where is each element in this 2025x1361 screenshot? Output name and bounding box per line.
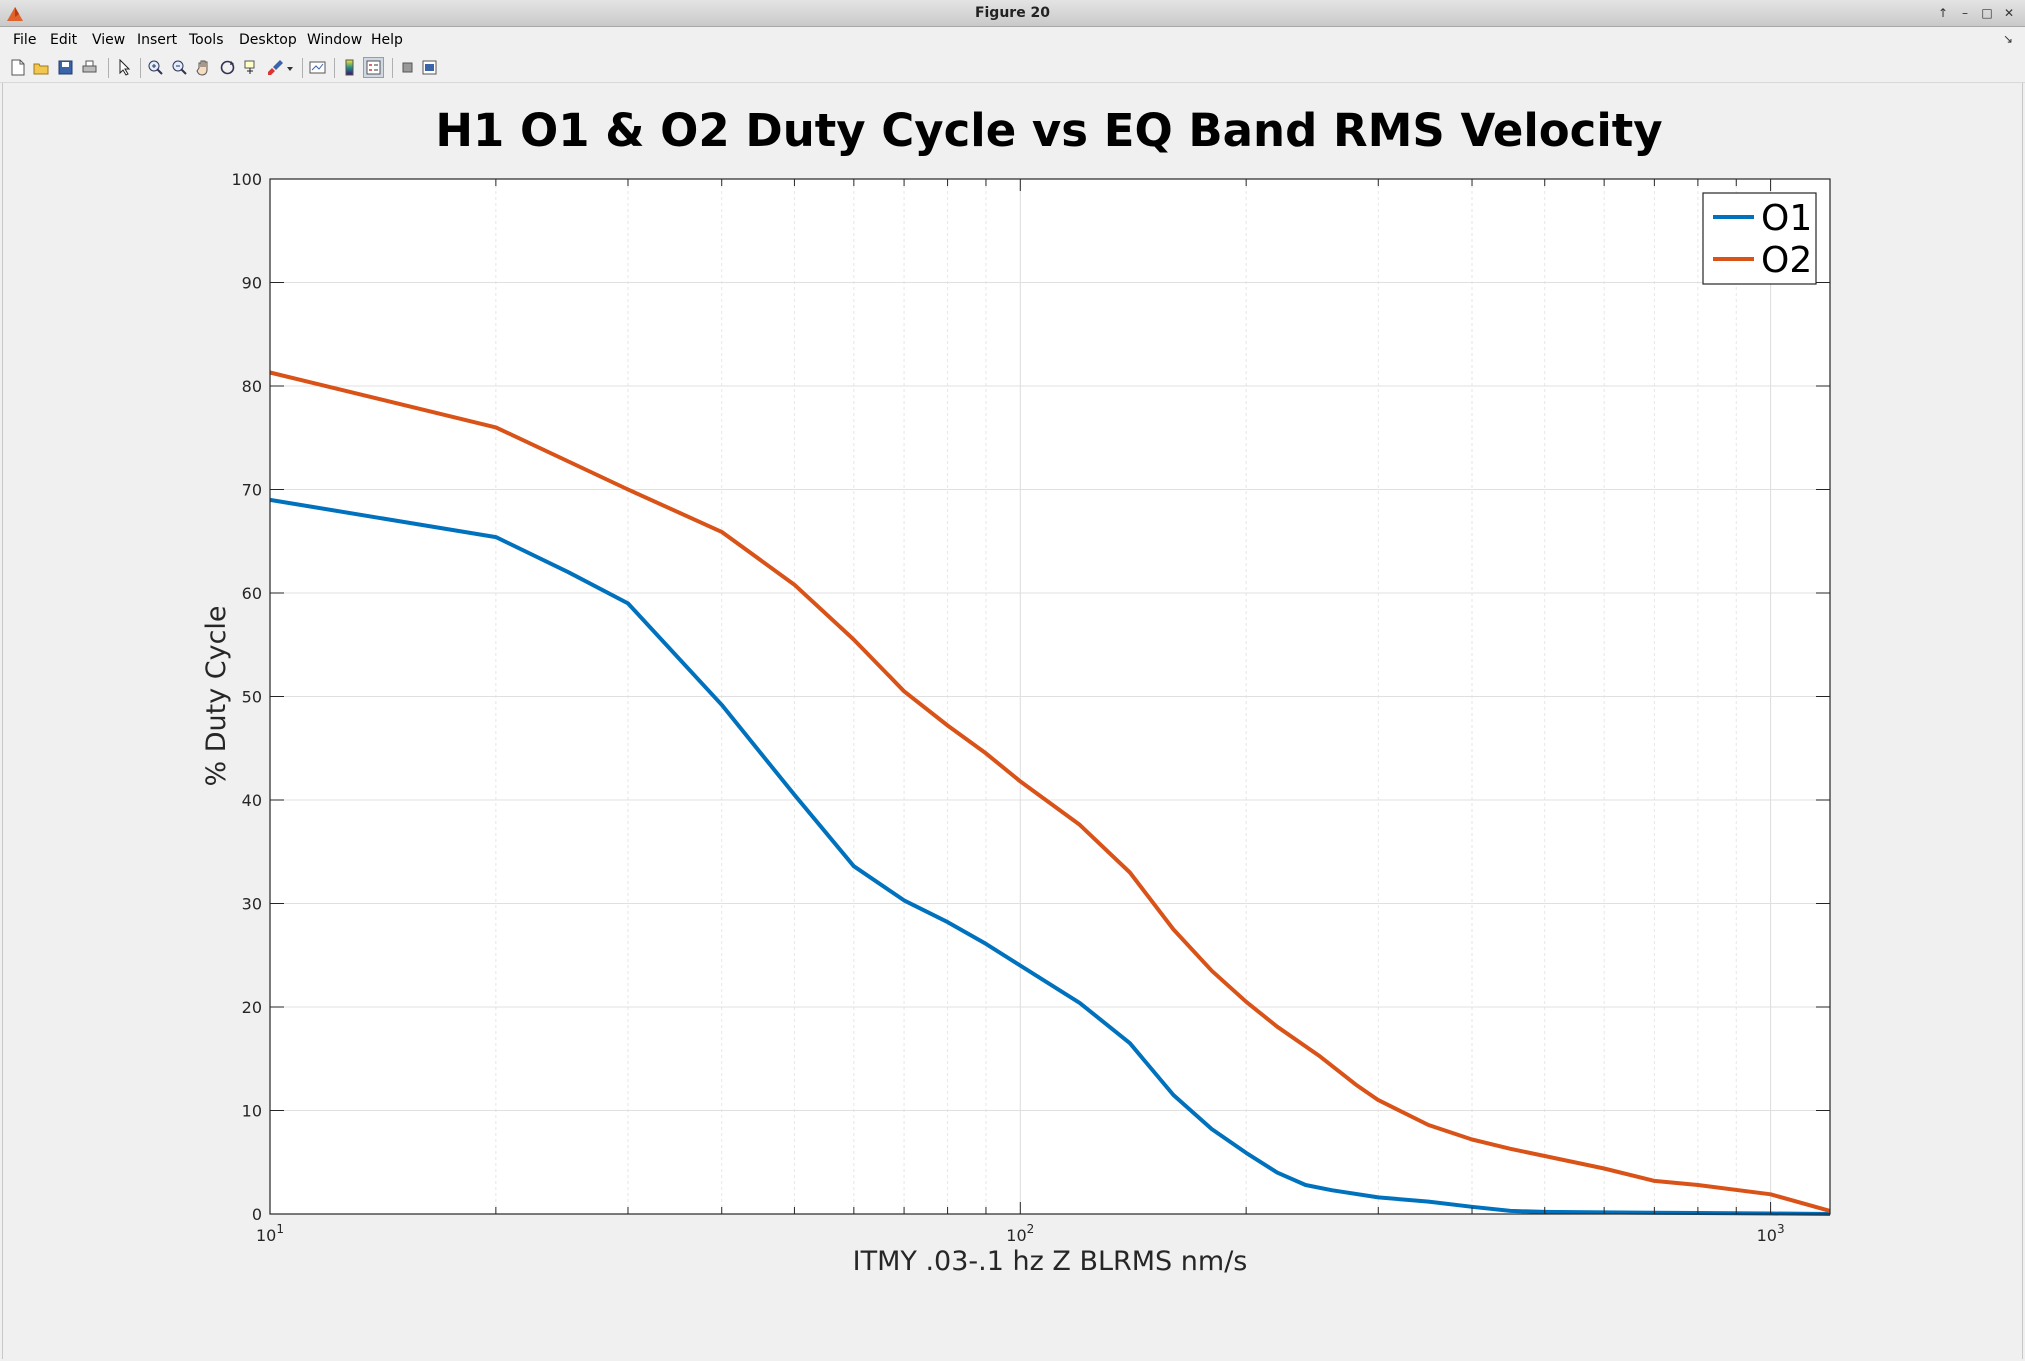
figure-toolbar [0, 53, 2025, 83]
menu-desktop[interactable]: Desktop [239, 32, 297, 48]
x-axis-label: ITMY .03-.1 hz Z BLRMS nm/s [853, 1246, 1248, 1277]
save-icon[interactable] [56, 58, 75, 77]
series-layer [269, 370, 1831, 1216]
legend[interactable]: O1 O2 [1702, 192, 1817, 285]
y-tick-label: 30 [242, 895, 262, 914]
brush-dropdown-icon[interactable] [285, 58, 295, 77]
show-plot-tools-icon[interactable] [420, 58, 439, 77]
y-tick-label: 50 [242, 688, 262, 707]
insert-legend-button[interactable] [363, 57, 384, 78]
menu-file[interactable]: File [13, 32, 37, 48]
hide-plot-tools-icon[interactable] [398, 58, 417, 77]
brush-icon[interactable] [266, 58, 285, 77]
open-file-icon[interactable] [32, 58, 51, 77]
x-tick-labels: 101 102 103 [256, 1222, 1785, 1245]
x-tick-label: 103 [1757, 1222, 1785, 1245]
print-icon[interactable] [80, 58, 99, 77]
y-tick-label: 100 [231, 170, 262, 189]
series-line-o1[interactable] [269, 497, 1831, 1216]
y-tick-label: 0 [252, 1205, 262, 1224]
legend-label-o1: O1 [1761, 198, 1812, 239]
window-close-icon[interactable]: ✕ [2003, 6, 2015, 20]
x-tick-label: 101 [256, 1222, 284, 1245]
edit-plot-arrow-icon[interactable] [114, 58, 133, 77]
figure-canvas: H1 O1 & O2 Duty Cycle vs EQ Band RMS Vel… [2, 83, 2023, 1359]
new-figure-icon[interactable] [8, 58, 27, 77]
y-tick-label: 20 [242, 998, 262, 1017]
y-axis-label: % Duty Cycle [201, 605, 232, 786]
chart-title: H1 O1 & O2 Duty Cycle vs EQ Band RMS Vel… [435, 104, 1662, 157]
zoom-in-icon[interactable] [146, 58, 165, 77]
legend-box [1702, 192, 1817, 285]
rotate-3d-icon[interactable] [218, 58, 237, 77]
series-line-o2[interactable] [269, 370, 1831, 1213]
y-tick-label: 10 [242, 1102, 262, 1121]
window-title: Figure 20 [974, 5, 1051, 21]
window-maximize-icon[interactable]: □ [1981, 6, 1993, 20]
window-titlebar: Figure 20 ↑ – □ ✕ [0, 0, 2025, 27]
y-tick-labels: 0 10 20 30 40 50 60 70 80 90 100 [231, 170, 262, 1224]
y-tick-label: 40 [242, 791, 262, 810]
legend-label-o2: O2 [1761, 240, 1812, 281]
zoom-out-icon[interactable] [170, 58, 189, 77]
dock-figure-icon[interactable]: ↘ [2002, 32, 2013, 46]
insert-legend-icon [363, 57, 384, 78]
menu-help[interactable]: Help [371, 32, 403, 48]
data-cursor-icon[interactable] [242, 58, 261, 77]
link-plot-icon[interactable] [308, 58, 327, 77]
grid-lines [269, 178, 1830, 1215]
window-minimize-icon[interactable]: – [1962, 6, 1968, 20]
insert-colorbar-icon[interactable] [340, 58, 359, 77]
menu-edit[interactable]: Edit [50, 32, 78, 48]
y-tick-label: 80 [242, 377, 262, 396]
menu-bar: File Edit View Insert Tools Desktop Wind… [0, 28, 2025, 52]
y-tick-label: 90 [242, 274, 262, 293]
matlab-app-icon [7, 7, 23, 21]
x-tick-label: 102 [1006, 1222, 1034, 1245]
window-restore-icon[interactable]: ↑ [1937, 6, 1949, 20]
y-tick-label: 60 [242, 584, 262, 603]
menu-insert[interactable]: Insert [137, 32, 178, 48]
chart-svg: H1 O1 & O2 Duty Cycle vs EQ Band RMS Vel… [201, 104, 1831, 1277]
menu-window[interactable]: Window [307, 32, 363, 48]
y-tick-label: 70 [242, 481, 262, 500]
menu-tools[interactable]: Tools [189, 32, 224, 48]
tick-marks [269, 178, 1830, 1215]
pan-hand-icon[interactable] [194, 58, 213, 77]
menu-view[interactable]: View [92, 32, 126, 48]
